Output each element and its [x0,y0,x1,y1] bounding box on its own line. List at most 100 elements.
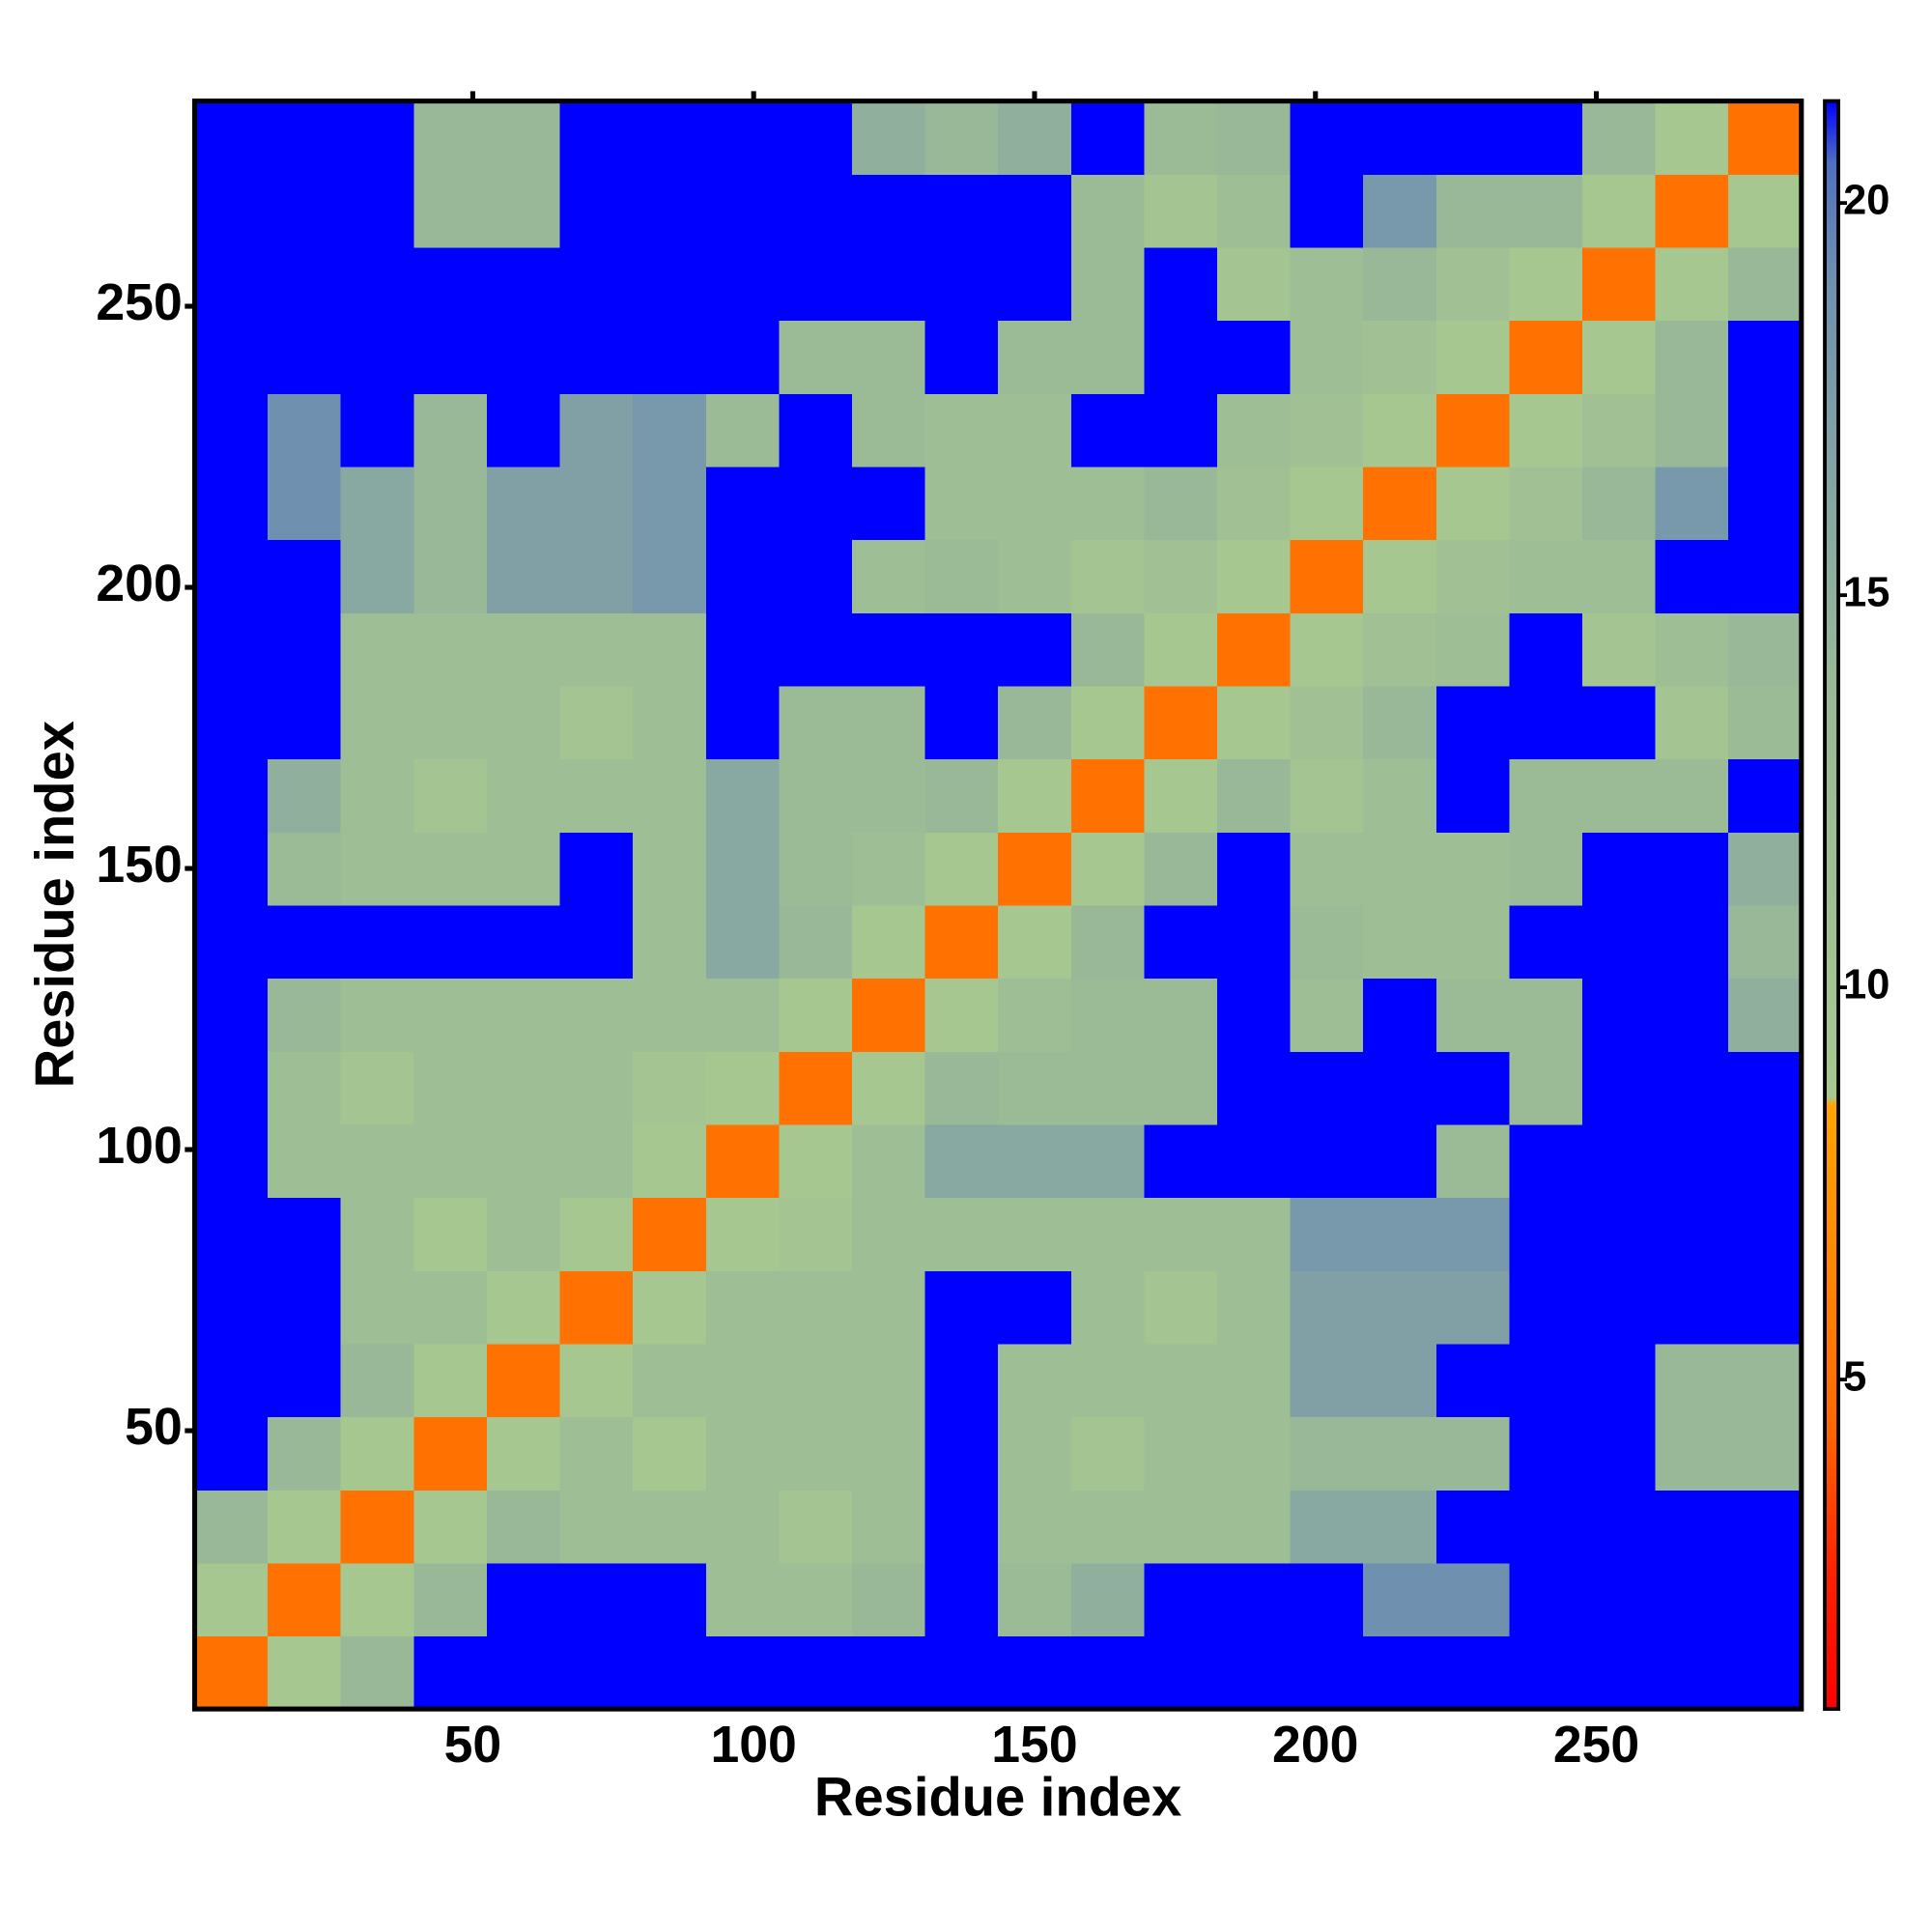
heatmap-cell [924,1635,999,1710]
heatmap-cell [486,1197,561,1271]
heatmap-cell [1363,320,1437,394]
heatmap-cell [1655,1343,1729,1418]
heatmap-cell [779,466,853,541]
heatmap-cell [1144,1270,1218,1345]
heatmap-cell [924,1490,999,1564]
heatmap-cell [924,1270,999,1345]
heatmap-cell [340,612,414,687]
heatmap-cell [851,1270,926,1345]
heatmap-cell [268,174,342,248]
heatmap-cell [1290,1635,1364,1710]
heatmap-cell [705,904,780,980]
heatmap-cell [924,539,999,613]
heatmap-cell [1655,174,1729,248]
heatmap-cell [559,1197,634,1271]
heatmap-cell [851,1490,926,1564]
heatmap-cell [851,904,926,980]
heatmap-cell [998,978,1072,1052]
heatmap-cell [1655,904,1729,980]
heatmap-cell [194,320,269,394]
heatmap-cell [1290,612,1364,687]
heatmap-cell [1655,246,1729,322]
plot-frame [191,99,1804,1712]
heatmap-cell [779,1270,853,1345]
heatmap-cell [705,539,780,613]
heatmap-cell [851,466,926,541]
heatmap-cell [1509,1635,1583,1710]
heatmap-cell [1728,832,1803,906]
heatmap-cell [268,393,342,468]
heatmap-cell [1581,320,1657,394]
heatmap-cell [194,1562,269,1637]
heatmap-cell [1435,685,1511,760]
colorbar [1823,99,1840,1712]
heatmap-cell [851,978,926,1052]
heatmap-cell [998,100,1072,175]
heatmap-cell [559,1051,634,1125]
heatmap-cell [1070,1416,1146,1491]
heatmap-cell [705,612,780,687]
heatmap-cell [705,758,780,833]
heatmap-cell [1216,978,1292,1052]
heatmap-cell [340,1051,414,1125]
heatmap-cell [1435,832,1511,906]
heatmap-cell [1509,174,1583,248]
heatmap-cell [851,539,926,613]
heatmap-cell [998,1635,1072,1710]
heatmap-cell [1363,174,1437,248]
heatmap-cell [1144,1490,1218,1564]
heatmap-cell [486,612,561,687]
heatmap-cell [340,1416,414,1491]
x-axis-label: Residue index [814,1767,1181,1828]
heatmap-cell [1581,1197,1657,1271]
heatmap-cell [413,832,488,906]
heatmap-cell [705,246,780,322]
heatmap-cell [1070,1343,1146,1418]
heatmap-cell [1655,1270,1729,1345]
heatmap-cell [1728,1490,1803,1564]
heatmap-cell [340,1490,414,1564]
heatmap-cell [1581,539,1657,613]
heatmap-cell [705,1051,780,1125]
heatmap-cell [1435,466,1511,541]
heatmap-cell [268,539,342,613]
heatmap-cell [1216,1343,1292,1418]
colorbar-tick-label: 10 [1843,962,1889,1009]
heatmap-cell [1363,1416,1437,1491]
heatmap-cell [559,539,634,613]
heatmap-cell [1290,1197,1364,1271]
heatmap-cell [268,1490,342,1564]
heatmap-cell [1363,1270,1437,1345]
heatmap-cell [268,1562,342,1637]
heatmap-cell [1435,1051,1511,1125]
heatmap-cell [1509,1416,1583,1491]
heatmap-cell [1655,320,1729,394]
heatmap-cell [998,393,1072,468]
heatmap-cell [1290,466,1364,541]
heatmap-cell [1728,612,1803,687]
heatmap-cell [1216,1197,1292,1271]
heatmap-cell [633,904,707,980]
heatmap-cell [1509,246,1583,322]
heatmap-cell [1070,1051,1146,1125]
heatmap-cell [1363,1197,1437,1271]
heatmap-cell [1144,539,1218,613]
heatmap-cell [1728,978,1803,1052]
heatmap-cell [1363,758,1437,833]
heatmap-cell [340,1343,414,1418]
heatmap-cell [924,685,999,760]
heatmap-cell [559,904,634,980]
heatmap-cell [1070,1123,1146,1199]
heatmap-cell [1070,1490,1146,1564]
heatmap-cell [1581,758,1657,833]
heatmap-cell [1435,1635,1511,1710]
heatmap-cell [851,174,926,248]
heatmap-cell [779,1416,853,1491]
heatmap-cell [1144,832,1218,906]
heatmap-cell [998,612,1072,687]
heatmap-cell [998,174,1072,248]
heatmap-cell [268,832,342,906]
heatmap-cell [1144,1635,1218,1710]
heatmap-cell [1216,539,1292,613]
